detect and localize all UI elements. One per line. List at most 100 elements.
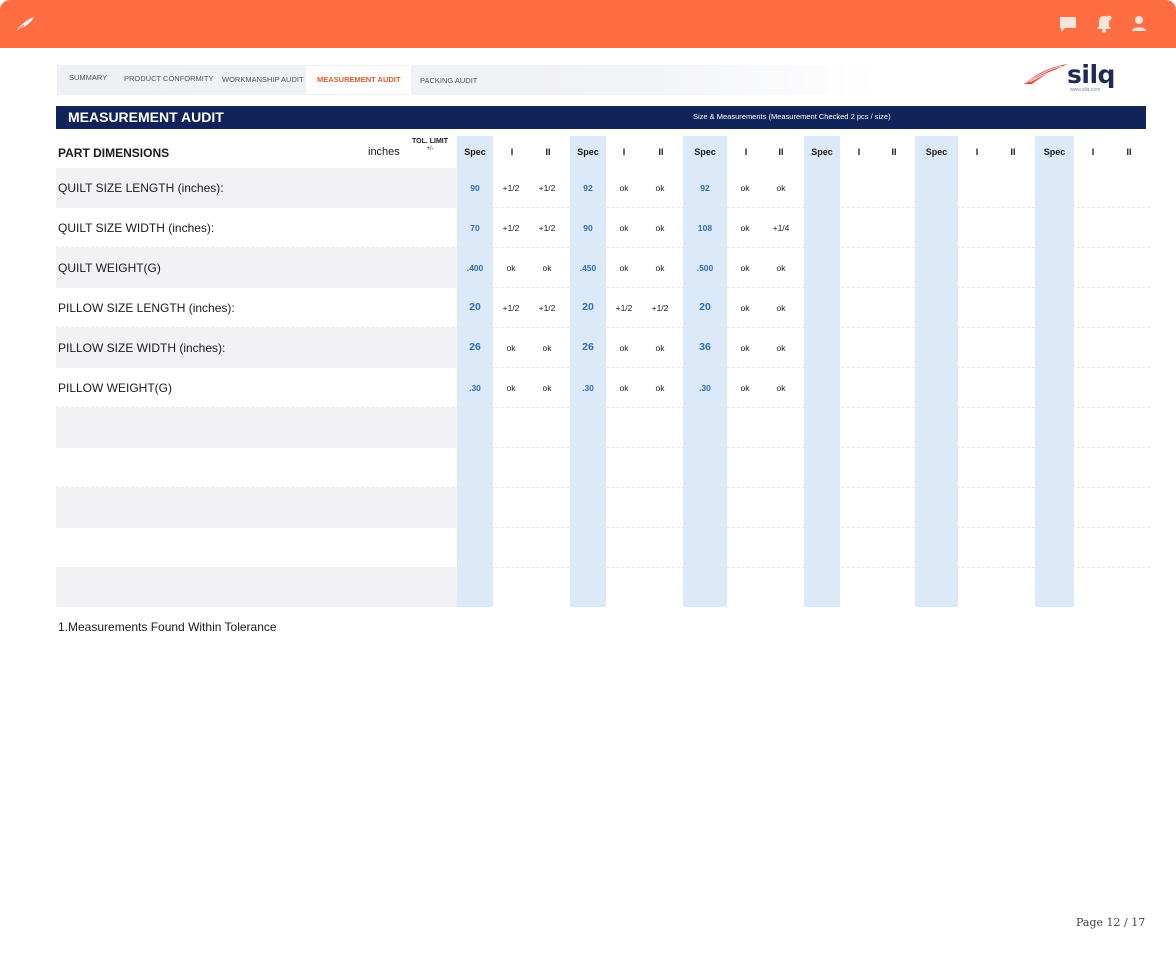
measure-value: ok bbox=[776, 343, 786, 353]
col-header-ii: II bbox=[658, 147, 664, 157]
spec-value: .30 bbox=[582, 383, 594, 393]
measure-value: ok bbox=[619, 183, 629, 193]
section-title: MEASUREMENT AUDIT bbox=[68, 109, 224, 125]
user-icon[interactable] bbox=[1129, 14, 1149, 34]
part-dimensions-header: PART DIMENSIONS bbox=[58, 146, 170, 160]
measure-value: ok bbox=[506, 343, 516, 353]
measure-value: ok bbox=[740, 303, 750, 313]
table-row-empty bbox=[56, 528, 1150, 568]
unit-header: inches bbox=[368, 146, 400, 158]
tolerance-limit-header: TOL. LIMIT bbox=[411, 138, 449, 145]
measure-value: ok bbox=[655, 263, 665, 273]
page-indicator: Page 12 / 17 bbox=[1076, 916, 1146, 929]
measure-value: ok bbox=[506, 383, 516, 393]
measure-value: ok bbox=[619, 383, 629, 393]
row-label: QUILT SIZE LENGTH (inches): bbox=[58, 181, 224, 195]
spec-value: 90 bbox=[583, 223, 593, 233]
col-header-ii: II bbox=[545, 147, 551, 157]
table-row-empty bbox=[56, 567, 1150, 607]
spec-value: .450 bbox=[579, 263, 597, 273]
row-label: QUILT WEIGHT(G) bbox=[58, 261, 161, 275]
table-row: PILLOW SIZE WIDTH (inches): 26 ok ok 26 … bbox=[56, 328, 1150, 368]
measure-value: ok bbox=[542, 263, 552, 273]
measure-value: +1/2 bbox=[615, 303, 633, 313]
spec-column-6 bbox=[1035, 136, 1074, 607]
measure-value: ok bbox=[740, 383, 750, 393]
col-header-ii: II bbox=[778, 147, 784, 157]
spec-value: .30 bbox=[699, 383, 711, 393]
table-row: PILLOW SIZE LENGTH (inches): 20 +1/2 +1/… bbox=[56, 288, 1150, 328]
spec-value: 108 bbox=[697, 223, 713, 233]
col-header-i: I bbox=[622, 147, 626, 157]
spec-column-3 bbox=[683, 136, 727, 607]
col-header-spec: Spec bbox=[925, 147, 948, 157]
measure-value: ok bbox=[655, 383, 665, 393]
tab-packing-audit[interactable]: PACKING AUDIT bbox=[420, 76, 478, 85]
section-subtitle: Size & Measurements (Measurement Checked… bbox=[693, 112, 891, 121]
silq-logo: silq www.silq.com bbox=[1022, 60, 1122, 96]
measure-value: ok bbox=[619, 343, 629, 353]
row-label: PILLOW SIZE WIDTH (inches): bbox=[58, 341, 226, 355]
measure-value: +1/2 bbox=[538, 183, 556, 193]
measure-value: ok bbox=[740, 183, 750, 193]
measure-value: ok bbox=[506, 263, 516, 273]
measure-value: ok bbox=[740, 343, 750, 353]
measure-value: ok bbox=[655, 183, 665, 193]
silq-logo-url: www.silq.com bbox=[1070, 87, 1101, 93]
spec-value: 90 bbox=[470, 183, 480, 193]
silq-logo-text: silq bbox=[1067, 60, 1115, 89]
measure-value: +1/2 bbox=[538, 223, 556, 233]
measurement-note: 1.Measurements Found Within Tolerance bbox=[58, 620, 277, 634]
measure-value: +1/2 bbox=[502, 223, 520, 233]
measure-value: +1/2 bbox=[502, 303, 520, 313]
tab-measurement-audit[interactable]: MEASUREMENT AUDIT bbox=[306, 66, 412, 94]
table-row: PILLOW WEIGHT(G) .30 ok ok .30 ok ok .30… bbox=[56, 368, 1150, 408]
spec-value: .500 bbox=[696, 263, 714, 273]
spec-column-2 bbox=[570, 136, 606, 607]
col-header-i: I bbox=[857, 147, 861, 157]
row-label: PILLOW SIZE LENGTH (inches): bbox=[58, 301, 235, 315]
measure-value: ok bbox=[740, 223, 750, 233]
silq-swoosh-icon bbox=[1024, 64, 1068, 84]
col-header-i: I bbox=[1091, 147, 1095, 157]
spec-column-4 bbox=[804, 136, 840, 607]
col-header-ii: II bbox=[891, 147, 897, 157]
measure-value: ok bbox=[542, 343, 552, 353]
tab-summary[interactable]: SUMMARY bbox=[69, 73, 108, 82]
measure-value: ok bbox=[619, 223, 629, 233]
section-banner: MEASUREMENT AUDIT Size & Measurements (M… bbox=[56, 106, 1146, 129]
tab-product-conformity[interactable]: PRODUCT CONFORMITY bbox=[124, 74, 214, 83]
measure-value: ok bbox=[776, 263, 786, 273]
measure-value: ok bbox=[542, 383, 552, 393]
notification-bell-icon[interactable] bbox=[1094, 14, 1114, 34]
chat-icon[interactable] bbox=[1058, 14, 1078, 34]
col-header-i: I bbox=[975, 147, 979, 157]
col-header-i: I bbox=[510, 147, 514, 157]
measure-value: ok bbox=[776, 303, 786, 313]
table-row: QUILT SIZE LENGTH (inches): 90 +1/2 +1/2… bbox=[56, 168, 1150, 208]
col-header-spec: Spec bbox=[1043, 147, 1066, 157]
spec-value: 92 bbox=[583, 183, 593, 193]
row-label: QUILT SIZE WIDTH (inches): bbox=[58, 221, 215, 235]
spec-value: .30 bbox=[469, 383, 481, 393]
measure-value: ok bbox=[655, 343, 665, 353]
tab-workmanship-audit[interactable]: WORKMANSHIP AUDIT bbox=[222, 75, 304, 84]
col-header-spec: Spec bbox=[464, 147, 486, 157]
feather-logo-icon[interactable] bbox=[14, 14, 36, 34]
top-bar bbox=[0, 0, 1176, 48]
spec-value: 20 bbox=[469, 301, 481, 313]
spec-value: 20 bbox=[699, 301, 711, 313]
measure-value: ok bbox=[740, 263, 750, 273]
measure-value: +1/2 bbox=[651, 303, 669, 313]
spec-value: .400 bbox=[466, 263, 484, 273]
col-header-spec: Spec bbox=[694, 147, 716, 157]
table-row-empty bbox=[56, 408, 1150, 448]
spec-column-1 bbox=[457, 136, 493, 607]
spec-value: 26 bbox=[469, 341, 481, 353]
table-row-empty bbox=[56, 488, 1150, 528]
table-row: QUILT SIZE WIDTH (inches): 70 +1/2 +1/2 … bbox=[56, 208, 1150, 248]
tolerance-sign-header: +/- bbox=[426, 146, 434, 152]
measure-value: ok bbox=[776, 183, 786, 193]
measure-value: +1/2 bbox=[538, 303, 556, 313]
col-header-ii: II bbox=[1126, 147, 1132, 157]
